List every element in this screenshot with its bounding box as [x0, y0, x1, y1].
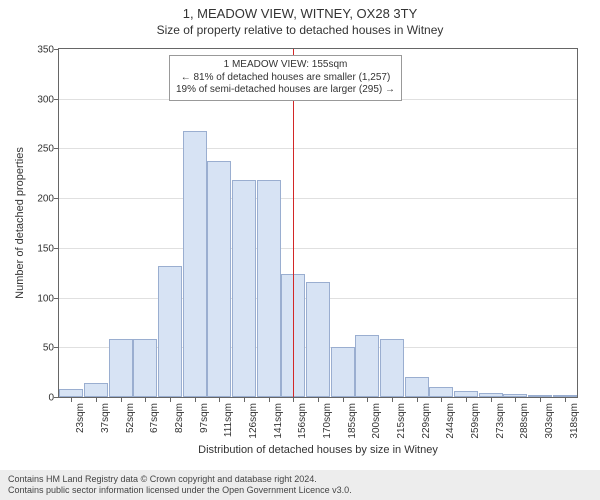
annotation-line-3: 19% of semi-detached houses are larger (…	[176, 84, 395, 97]
ytick-label: 300	[37, 94, 54, 105]
xtick-mark	[392, 397, 393, 402]
xtick-label: 318sqm	[569, 403, 580, 439]
histogram-bar	[109, 339, 133, 397]
page-subtitle: Size of property relative to detached ho…	[0, 23, 600, 39]
histogram-bar	[306, 282, 330, 397]
histogram-bar	[59, 389, 83, 397]
ytick-label: 150	[37, 243, 54, 254]
xtick-mark	[219, 397, 220, 402]
xtick-label: 259sqm	[470, 403, 481, 439]
histogram-bar	[429, 387, 453, 397]
xtick-label: 185sqm	[347, 403, 358, 439]
xtick-mark	[466, 397, 467, 402]
xtick-mark	[269, 397, 270, 402]
xtick-mark	[367, 397, 368, 402]
xtick-mark	[121, 397, 122, 402]
histogram-plot: 05010015020025030035023sqm37sqm52sqm67sq…	[58, 48, 578, 398]
y-axis-label-wrap: Number of detached properties	[14, 48, 26, 398]
ytick-mark	[54, 99, 59, 100]
xtick-label: 23sqm	[75, 403, 86, 433]
histogram-bar	[380, 339, 404, 397]
ytick-label: 200	[37, 194, 54, 205]
xtick-mark	[293, 397, 294, 402]
footnote: Contains HM Land Registry data © Crown c…	[0, 470, 600, 500]
ytick-label: 350	[37, 45, 54, 56]
xtick-mark	[71, 397, 72, 402]
xtick-mark	[145, 397, 146, 402]
annotation-line-2: ← 81% of detached houses are smaller (1,…	[176, 72, 395, 85]
ytick-mark	[54, 397, 59, 398]
xtick-mark	[343, 397, 344, 402]
footnote-line-2: Contains public sector information licen…	[8, 485, 592, 496]
xtick-label: 97sqm	[199, 403, 210, 433]
ytick-label: 50	[43, 343, 54, 354]
xtick-label: 141sqm	[273, 403, 284, 439]
xtick-mark	[491, 397, 492, 402]
x-axis-label: Distribution of detached houses by size …	[58, 444, 578, 456]
xtick-label: 156sqm	[297, 403, 308, 439]
xtick-mark	[195, 397, 196, 402]
xtick-mark	[540, 397, 541, 402]
ytick-mark	[54, 248, 59, 249]
ytick-mark	[54, 298, 59, 299]
xtick-mark	[170, 397, 171, 402]
ytick-mark	[54, 49, 59, 50]
xtick-label: 303sqm	[544, 403, 555, 439]
xtick-label: 67sqm	[149, 403, 160, 433]
histogram-bar	[133, 339, 157, 397]
histogram-bar	[257, 180, 281, 397]
xtick-mark	[515, 397, 516, 402]
xtick-label: 37sqm	[100, 403, 111, 433]
xtick-mark	[565, 397, 566, 402]
xtick-label: 244sqm	[445, 403, 456, 439]
gridline	[59, 148, 577, 149]
gridline	[59, 248, 577, 249]
annotation-line-1: 1 MEADOW VIEW: 155sqm	[176, 59, 395, 72]
xtick-label: 273sqm	[495, 403, 506, 439]
ytick-label: 100	[37, 293, 54, 304]
xtick-label: 288sqm	[519, 403, 530, 439]
histogram-bar	[183, 131, 207, 397]
xtick-mark	[318, 397, 319, 402]
xtick-mark	[244, 397, 245, 402]
histogram-bar	[405, 377, 429, 397]
gridline	[59, 198, 577, 199]
reference-line	[293, 49, 294, 397]
histogram-bar	[232, 180, 256, 397]
xtick-label: 170sqm	[322, 403, 333, 439]
xtick-mark	[96, 397, 97, 402]
annotation-box: 1 MEADOW VIEW: 155sqm ← 81% of detached …	[169, 55, 402, 101]
ytick-mark	[54, 148, 59, 149]
xtick-mark	[417, 397, 418, 402]
xtick-label: 215sqm	[396, 403, 407, 439]
xtick-mark	[441, 397, 442, 402]
xtick-label: 52sqm	[125, 403, 136, 433]
footnote-line-1: Contains HM Land Registry data © Crown c…	[8, 474, 592, 485]
xtick-label: 111sqm	[223, 403, 234, 437]
histogram-bar	[207, 161, 231, 397]
xtick-label: 200sqm	[371, 403, 382, 439]
histogram-bar	[355, 335, 379, 397]
xtick-label: 82sqm	[174, 403, 185, 433]
y-axis-label: Number of detached properties	[14, 147, 26, 299]
xtick-label: 229sqm	[421, 403, 432, 439]
ytick-label: 0	[48, 393, 54, 404]
page-title: 1, MEADOW VIEW, WITNEY, OX28 3TY	[0, 0, 600, 23]
histogram-bar	[84, 383, 108, 397]
histogram-bar	[331, 347, 355, 397]
ytick-mark	[54, 347, 59, 348]
xtick-label: 126sqm	[248, 403, 259, 439]
ytick-label: 250	[37, 144, 54, 155]
histogram-bar	[158, 266, 182, 397]
page: 1, MEADOW VIEW, WITNEY, OX28 3TY Size of…	[0, 0, 600, 500]
ytick-mark	[54, 198, 59, 199]
